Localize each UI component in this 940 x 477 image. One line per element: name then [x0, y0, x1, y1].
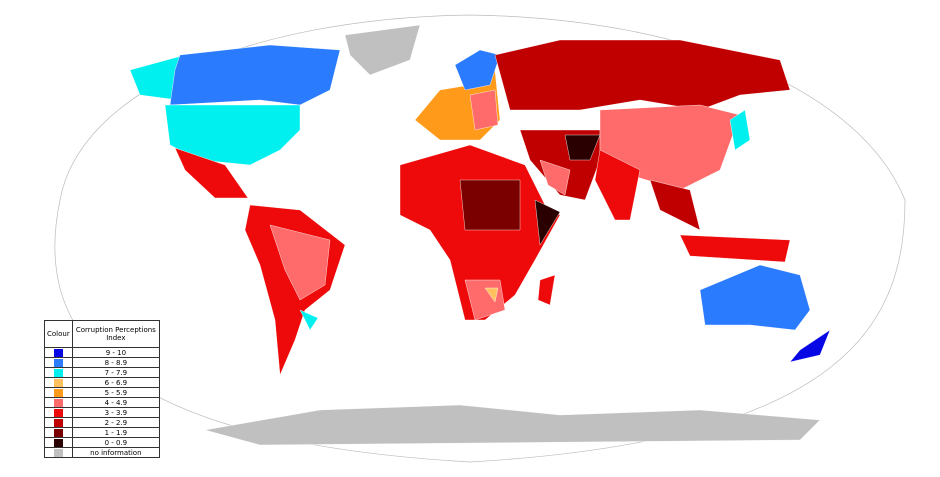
legend-label: no information — [71, 447, 161, 458]
legend-swatch-cell — [44, 397, 73, 408]
legend-swatch-cell — [44, 447, 73, 458]
eastern-europe — [469, 89, 499, 131]
legend-row: 9 - 10 — [44, 347, 161, 358]
somalia — [534, 199, 561, 246]
countries — [129, 24, 831, 446]
legend-label: 5 - 5.9 — [71, 387, 161, 398]
legend-swatch — [53, 378, 63, 387]
botswana — [484, 287, 499, 303]
scandinavia — [454, 49, 501, 91]
arabia — [539, 159, 571, 196]
legend-swatch — [53, 368, 63, 377]
legend-header: Colour Corruption Perceptions Index — [44, 320, 161, 348]
legend-row: 6 - 6.9 — [44, 377, 161, 388]
legend-swatch-cell — [44, 437, 73, 448]
australia — [699, 264, 811, 331]
legend-swatch-cell — [44, 427, 73, 438]
indonesia — [679, 234, 791, 263]
legend-swatch-cell — [44, 357, 73, 368]
legend-swatch — [53, 408, 63, 417]
legend-swatch — [53, 438, 63, 447]
legend-swatch — [53, 388, 63, 397]
legend-label: 7 - 7.9 — [71, 367, 161, 378]
legend-label: 4 - 4.9 — [71, 397, 161, 408]
legend-swatch — [53, 358, 63, 367]
afghanistan — [564, 134, 601, 161]
legend-swatch-cell — [44, 377, 73, 388]
brazil — [269, 224, 331, 301]
southeast-asia — [649, 179, 701, 231]
legend-swatch-cell — [44, 347, 73, 358]
madagascar — [537, 274, 556, 306]
legend-row: 8 - 8.9 — [44, 357, 161, 368]
india — [594, 149, 641, 221]
uruguay — [299, 309, 319, 331]
legend-row: 3 - 3.9 — [44, 407, 161, 418]
legend-swatch-cell — [44, 417, 73, 428]
legend-row: 1 - 1.9 — [44, 427, 161, 438]
greenland — [344, 24, 421, 76]
legend-index-header: Corruption Perceptions Index — [71, 320, 161, 348]
legend-row: no information — [44, 447, 161, 458]
canada — [169, 44, 341, 106]
legend-swatch — [53, 428, 63, 437]
antarctica — [204, 404, 821, 446]
legend-row: 7 - 7.9 — [44, 367, 161, 378]
legend-label: 1 - 1.9 — [71, 427, 161, 438]
legend-label: 2 - 2.9 — [71, 417, 161, 428]
legend-swatch — [53, 398, 63, 407]
legend-label: 3 - 3.9 — [71, 407, 161, 418]
legend-swatch-cell — [44, 407, 73, 418]
legend-label: 9 - 10 — [71, 347, 161, 358]
legend-label: 8 - 8.9 — [71, 357, 161, 368]
legend-colour-header: Colour — [44, 320, 73, 348]
usa — [164, 104, 301, 166]
new-zealand — [789, 329, 831, 363]
legend-row: 4 - 4.9 — [44, 397, 161, 408]
legend-row: 5 - 5.9 — [44, 387, 161, 398]
legend-swatch-cell — [44, 367, 73, 378]
legend-row: 2 - 2.9 — [44, 417, 161, 428]
central-america — [174, 147, 249, 199]
central-africa — [459, 179, 521, 231]
japan — [729, 109, 751, 151]
russia — [494, 39, 791, 111]
legend-label: 0 - 0.9 — [71, 437, 161, 448]
legend-swatch — [53, 418, 63, 427]
legend-row: 0 - 0.9 — [44, 437, 161, 448]
legend-label: 6 - 6.9 — [71, 377, 161, 388]
legend-swatch — [53, 348, 63, 357]
legend-swatch-cell — [44, 387, 73, 398]
legend: Colour Corruption Perceptions Index 9 - … — [44, 320, 161, 458]
legend-swatch — [53, 448, 63, 457]
